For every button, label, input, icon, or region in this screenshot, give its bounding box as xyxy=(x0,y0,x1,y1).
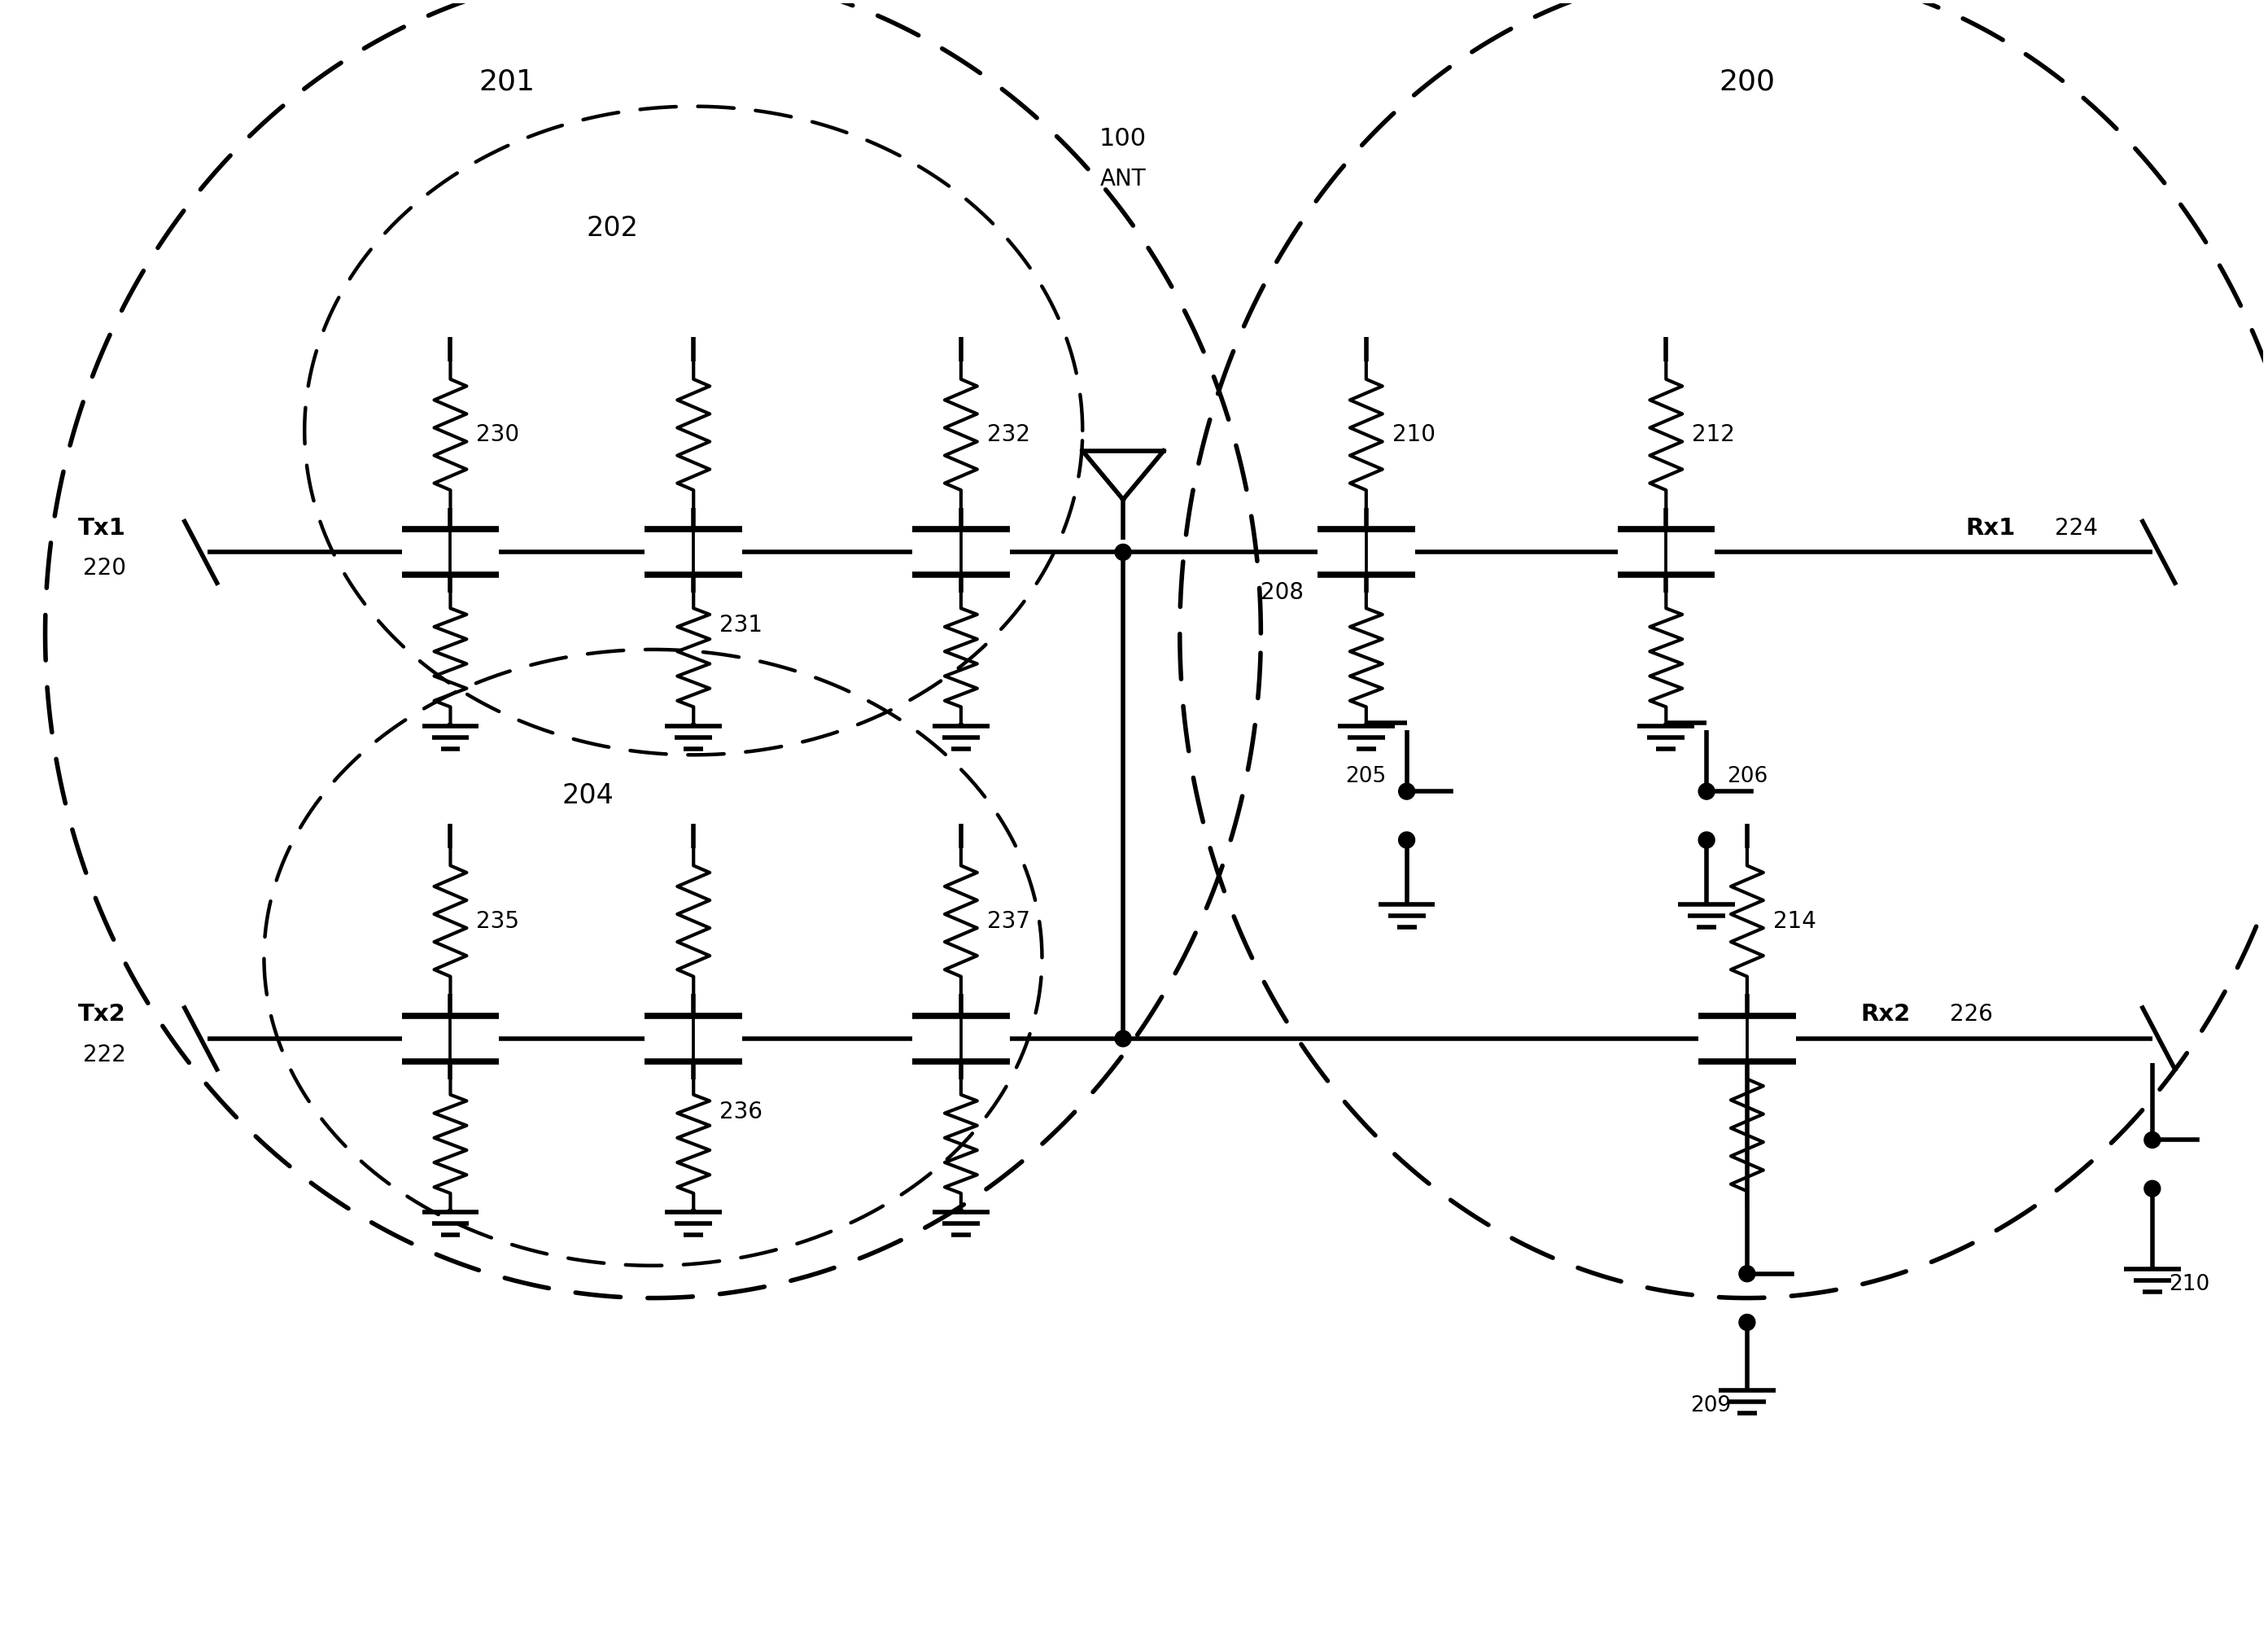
Text: 210: 210 xyxy=(1393,424,1436,445)
Text: 210: 210 xyxy=(2168,1274,2209,1295)
Circle shape xyxy=(2143,1180,2161,1196)
Text: 232: 232 xyxy=(987,424,1030,445)
Circle shape xyxy=(1116,1031,1132,1046)
Text: 209: 209 xyxy=(1690,1396,1730,1416)
Circle shape xyxy=(1740,1266,1755,1282)
Text: 231: 231 xyxy=(719,614,762,637)
Circle shape xyxy=(1116,544,1132,561)
Text: ANT: ANT xyxy=(1100,168,1145,191)
Circle shape xyxy=(2143,1132,2161,1148)
Text: 226: 226 xyxy=(1950,1003,1994,1026)
Text: 220: 220 xyxy=(84,558,127,579)
Circle shape xyxy=(1699,784,1715,800)
Text: 202: 202 xyxy=(587,214,640,241)
Text: 222: 222 xyxy=(84,1043,127,1066)
Text: 212: 212 xyxy=(1692,424,1735,445)
Text: Tx2: Tx2 xyxy=(79,1003,127,1026)
Circle shape xyxy=(1399,784,1415,800)
Text: 100: 100 xyxy=(1100,127,1148,150)
Text: 200: 200 xyxy=(1719,68,1776,96)
Text: Rx1: Rx1 xyxy=(1966,516,2016,540)
Text: 236: 236 xyxy=(719,1101,762,1124)
Circle shape xyxy=(1399,832,1415,848)
Circle shape xyxy=(1740,1315,1755,1330)
Text: Tx1: Tx1 xyxy=(79,516,127,540)
Text: 205: 205 xyxy=(1345,766,1386,787)
Text: 230: 230 xyxy=(476,424,519,445)
Text: 208: 208 xyxy=(1261,581,1304,604)
Text: 206: 206 xyxy=(1726,766,1767,787)
Text: 235: 235 xyxy=(476,909,519,932)
Text: 204: 204 xyxy=(562,782,615,808)
Text: Rx2: Rx2 xyxy=(1860,1003,1910,1026)
Circle shape xyxy=(1699,832,1715,848)
Text: 214: 214 xyxy=(1774,909,1817,932)
Text: 224: 224 xyxy=(2055,516,2098,540)
Text: 237: 237 xyxy=(987,909,1030,932)
Text: 201: 201 xyxy=(479,68,535,96)
